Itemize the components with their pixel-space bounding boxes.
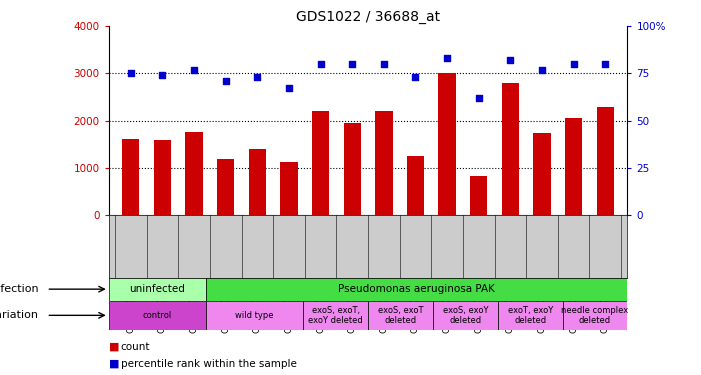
Bar [375,111,393,215]
Bar [407,156,424,215]
Bar [438,74,456,215]
Point [442,55,453,61]
Text: wild type: wild type [236,311,274,320]
Bar [185,132,203,215]
Bar [206,278,627,301]
Bar [312,111,329,215]
Point [315,61,326,67]
Point [505,57,516,63]
Point [379,61,390,67]
Text: needle complex
deleted: needle complex deleted [562,306,629,325]
Bar [109,278,206,301]
Bar [597,107,614,215]
Bar [249,149,266,215]
Point [346,61,358,67]
Bar [217,159,234,215]
Text: percentile rank within the sample: percentile rank within the sample [121,359,297,369]
Bar [109,301,206,330]
Bar [343,123,361,215]
Text: uninfected: uninfected [130,284,185,294]
Text: ■: ■ [109,359,119,369]
Text: control: control [143,311,172,320]
Text: genotype/variation: genotype/variation [0,310,39,320]
Text: infection: infection [0,284,39,294]
Text: exoS, exoY
deleted: exoS, exoY deleted [442,306,488,325]
Text: Pseudomonas aeruginosa PAK: Pseudomonas aeruginosa PAK [338,284,495,294]
Point [599,61,611,67]
Bar [280,162,298,215]
Bar [533,133,551,215]
Bar [154,140,171,215]
Bar [565,118,583,215]
Bar [562,301,627,330]
Point [568,61,579,67]
Point [125,70,137,76]
Text: ■: ■ [109,342,119,352]
Text: exoS, exoT
deleted: exoS, exoT deleted [378,306,423,325]
Text: exoS, exoT,
exoY deleted: exoS, exoT, exoY deleted [308,306,363,325]
Bar [502,83,519,215]
Bar [303,301,368,330]
Point [220,78,231,84]
Bar [470,176,487,215]
Bar [498,301,562,330]
Bar [206,301,303,330]
Bar [122,140,139,215]
Point [536,67,547,73]
Bar [368,301,433,330]
Point [189,67,200,73]
Point [157,72,168,78]
Point [473,95,484,101]
Point [283,86,294,92]
Bar [433,301,498,330]
Point [252,74,263,80]
Text: exoT, exoY
deleted: exoT, exoY deleted [508,306,553,325]
Point [410,74,421,80]
Text: count: count [121,342,150,352]
Title: GDS1022 / 36688_at: GDS1022 / 36688_at [296,10,440,24]
